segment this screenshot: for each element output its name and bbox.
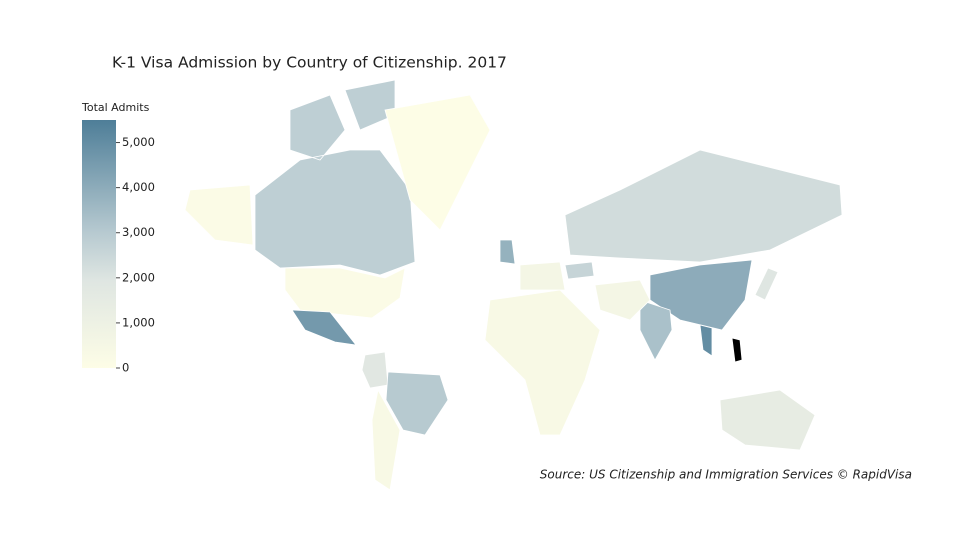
country	[371, 289, 601, 491]
countries	[184, 79, 843, 491]
colorbar-tick-label: 1,000	[122, 315, 155, 329]
colorbar-tick-label: 5,000	[122, 135, 155, 149]
colorbar	[82, 120, 116, 368]
country	[519, 261, 651, 321]
country	[499, 239, 516, 265]
country	[731, 337, 743, 363]
colorbar-tick-label: 2,000	[122, 270, 155, 284]
country	[564, 149, 843, 263]
country	[754, 267, 779, 301]
colorbar-tick-label: 4,000	[122, 180, 155, 194]
country	[291, 309, 357, 346]
country	[564, 261, 595, 280]
country	[361, 351, 389, 389]
colorbar-tick-label: 3,000	[122, 225, 155, 239]
country	[719, 389, 816, 451]
country	[639, 299, 673, 361]
country	[699, 324, 713, 357]
source-note: Source: US Citizenship and Immigration S…	[540, 468, 912, 482]
country	[385, 371, 449, 436]
country	[384, 94, 491, 231]
country	[184, 184, 406, 319]
colorbar-title: Total Admits	[81, 101, 150, 114]
country	[649, 259, 753, 331]
chart-title: K-1 Visa Admission by Country of Citizen…	[112, 54, 507, 72]
colorbar-tick-label: 0	[122, 361, 129, 375]
